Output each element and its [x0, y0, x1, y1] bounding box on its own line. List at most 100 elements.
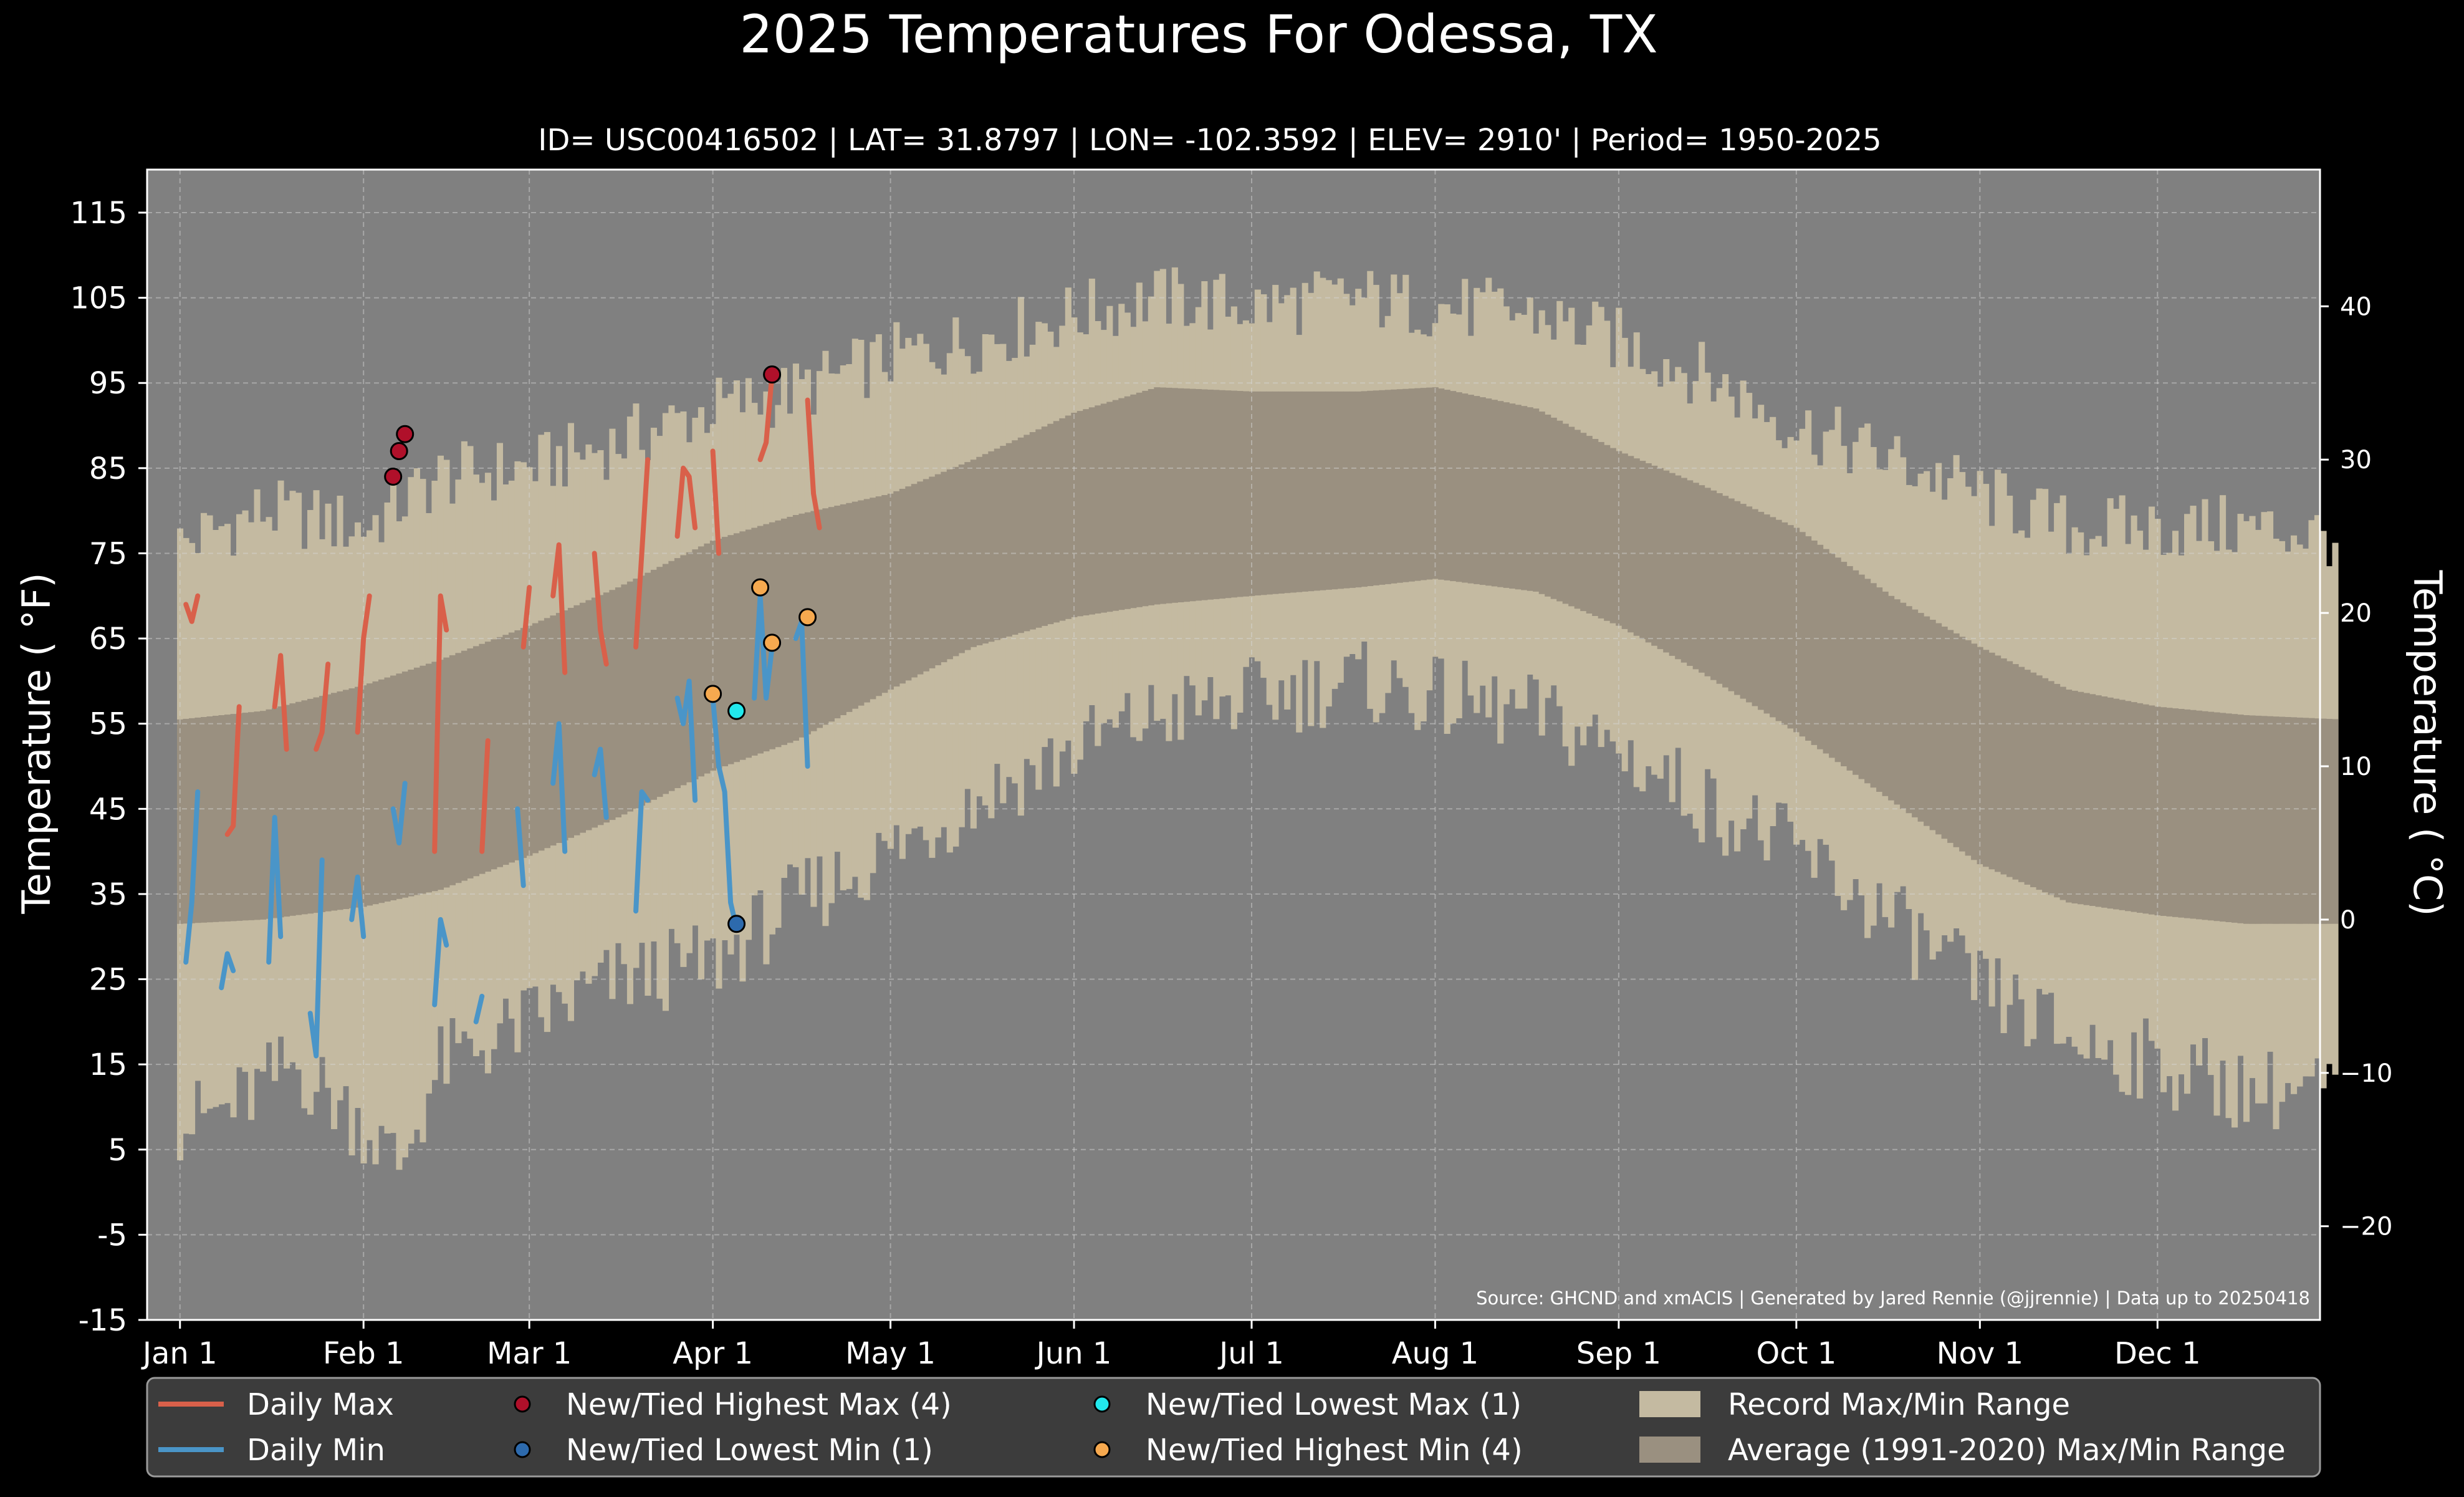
- grid-lines: [147, 170, 2320, 1321]
- average-range-bar: [2154, 706, 2161, 916]
- chart-title: 2025 Temperatures For Odessa, TX: [739, 4, 1657, 65]
- average-range-bar: [1373, 390, 1379, 585]
- average-range-bar: [2048, 681, 2054, 895]
- average-range-bar: [828, 507, 835, 722]
- average-range-bar: [1692, 483, 1699, 670]
- average-range-bar: [1076, 411, 1083, 617]
- average-range-bar: [1414, 388, 1421, 581]
- average-range-bar: [1545, 415, 1551, 597]
- average-range-bar: [408, 670, 415, 897]
- average-range-bar: [2225, 713, 2232, 922]
- average-range-bar: [1971, 643, 1978, 860]
- average-range-bar: [1284, 391, 1291, 594]
- average-range-bar: [1005, 443, 1012, 637]
- legend-entry: Average (1991-2020) Max/Min Range: [1639, 1433, 2286, 1468]
- average-range-bar: [1734, 501, 1741, 695]
- average-range-bar: [1882, 591, 1889, 796]
- average-range-bar: [1876, 587, 1883, 792]
- average-range-bar: [662, 564, 669, 794]
- average-range-bar: [1935, 623, 1942, 835]
- average-range-bar: [1041, 426, 1048, 626]
- average-range-bar: [266, 709, 272, 919]
- average-range-bar: [988, 451, 995, 642]
- legend-entry: Daily Max: [158, 1387, 394, 1422]
- average-range-bar: [739, 531, 746, 760]
- daily-min-segment: [515, 806, 526, 888]
- source-note: Source: GHCND and xmACIS | Generated by …: [1476, 1288, 2310, 1309]
- average-range-bar: [1313, 391, 1320, 591]
- average-range-bar: [1237, 391, 1244, 597]
- average-range-bar: [1130, 394, 1137, 609]
- average-range-bar: [2267, 716, 2274, 924]
- average-range-bar: [2131, 702, 2137, 912]
- average-range-bar: [1699, 485, 1705, 673]
- average-range-bar: [591, 597, 598, 828]
- average-range-bar: [1853, 570, 1859, 775]
- average-range-bar: [1906, 606, 1912, 814]
- legend-entry: New/Tied Lowest Max (1): [1093, 1387, 1522, 1422]
- average-range-bar: [2095, 695, 2102, 907]
- daily-min-segment: [432, 917, 449, 1008]
- legend-swatch-dot: [1093, 1395, 1111, 1413]
- average-range-bar: [206, 716, 213, 923]
- average-range-bar: [1834, 557, 1841, 763]
- legend-label: Daily Min: [247, 1433, 385, 1468]
- average-range-bar: [1604, 445, 1611, 621]
- average-range-bar: [1746, 506, 1753, 703]
- daily-min-segment: [307, 857, 325, 1059]
- average-range-bar: [1503, 402, 1510, 588]
- average-range-bar: [603, 592, 610, 823]
- legend-swatch-box: [1639, 1437, 1700, 1463]
- y-tick-label-celsius: 20: [2340, 599, 2372, 628]
- average-range-bar: [1704, 488, 1711, 676]
- average-range-bar: [1799, 532, 1806, 737]
- average-range-bar: [1166, 387, 1172, 604]
- legend-box: [146, 1377, 2321, 1478]
- average-range-bar: [1823, 549, 1829, 754]
- average-range-bar: [1479, 397, 1486, 585]
- average-range-bar: [2119, 700, 2126, 910]
- average-range-bar: [638, 575, 645, 806]
- average-range-bar: [2284, 717, 2291, 924]
- y-tick-label-fahrenheit: 25: [89, 963, 127, 998]
- average-range-bar: [496, 637, 503, 867]
- average-range-bar: [1858, 574, 1865, 779]
- average-range-bar: [307, 698, 314, 914]
- average-range-bar: [1266, 391, 1273, 595]
- average-range-bar: [183, 718, 189, 924]
- highest-max-marker: [390, 442, 408, 460]
- average-range-bar: [1988, 652, 1995, 870]
- highest-max-marker: [396, 425, 415, 443]
- average-range-bar: [1953, 633, 1960, 847]
- x-tick-label: Oct 1: [1756, 1336, 1836, 1371]
- legend-label: New/Tied Highest Min (4): [1146, 1433, 1523, 1468]
- average-range-bar: [301, 700, 308, 915]
- x-tick-label: Nov 1: [1937, 1336, 2023, 1371]
- average-range-bar: [709, 541, 716, 771]
- average-range-bar: [1515, 405, 1522, 590]
- average-range-bar: [567, 607, 574, 838]
- average-range-bar: [2255, 715, 2262, 924]
- daily-max-segment: [314, 662, 331, 752]
- daily-min-segment: [592, 746, 609, 820]
- average-range-bar: [1444, 390, 1450, 580]
- average-range-bar: [1325, 391, 1332, 590]
- average-range-bar: [224, 715, 231, 922]
- average-range-bar: [934, 474, 941, 665]
- average-range-bar: [218, 715, 225, 922]
- average-range-bar: [1965, 640, 1972, 856]
- average-range-bar: [1752, 509, 1758, 706]
- legend-swatch-dot: [1093, 1441, 1111, 1458]
- average-range-bar: [775, 520, 782, 748]
- daily-min-segment: [752, 593, 775, 701]
- average-range-bar: [668, 561, 675, 791]
- average-range-bar: [502, 635, 509, 865]
- average-range-bar: [1331, 391, 1338, 590]
- average-range-bar: [946, 469, 953, 660]
- average-range-bar: [1189, 388, 1196, 602]
- average-range-bar: [1983, 650, 1990, 867]
- average-range-bar: [378, 679, 385, 903]
- average-range-bar: [467, 648, 474, 878]
- lowest-max-markers: [727, 701, 746, 720]
- daily-max-segment: [520, 585, 532, 650]
